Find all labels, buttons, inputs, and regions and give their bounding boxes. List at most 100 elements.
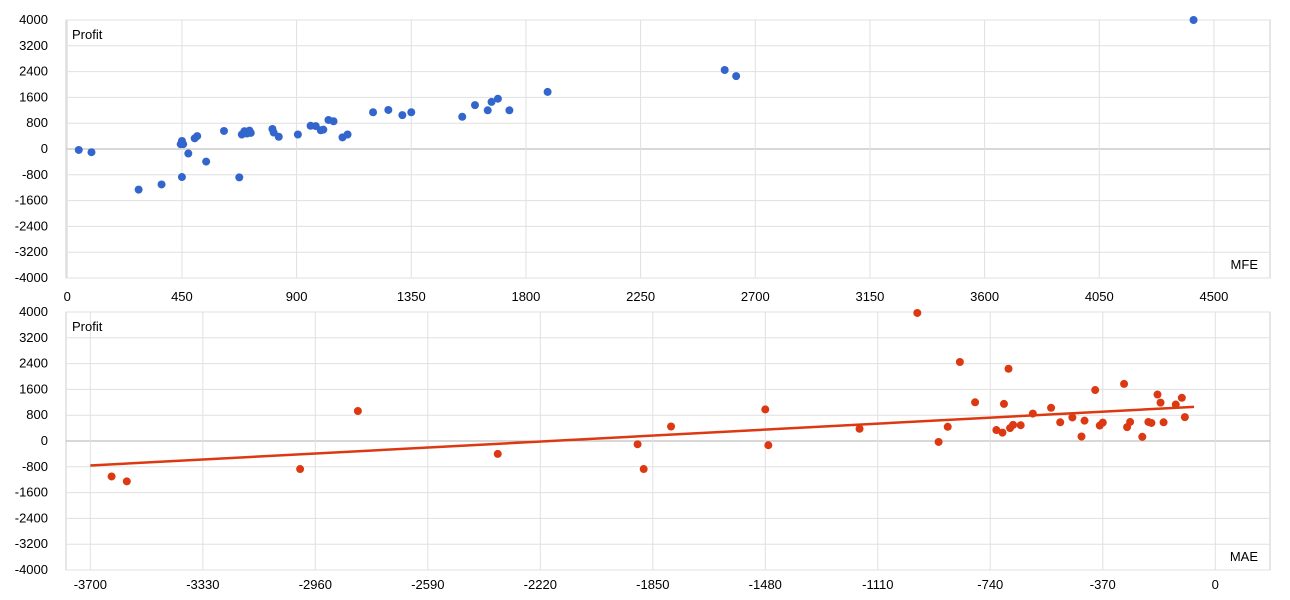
mae-data-point[interactable] — [296, 465, 305, 474]
mfe-scatter-chart: 4000 3200 2400 1600 800 0 -800 -1600 -2400 -3200 -… — [15, 12, 1271, 304]
mae-data-point[interactable] — [761, 405, 770, 414]
mfe-data-point[interactable] — [319, 125, 328, 134]
mfe-x-tick-label: 4500 — [1199, 289, 1228, 304]
mfe-data-point[interactable] — [487, 97, 496, 106]
mae-data-point[interactable] — [1177, 393, 1186, 402]
mae-data-point[interactable] — [1028, 409, 1037, 418]
mae-y-tick-label: 800 — [26, 407, 48, 422]
mae-data-point[interactable] — [353, 407, 362, 416]
mae-y-tick-label: 3200 — [19, 330, 48, 345]
mae-data-point[interactable] — [1047, 403, 1056, 412]
mfe-y-tick-label: 3200 — [19, 38, 48, 53]
mfe-data-point[interactable] — [246, 128, 255, 137]
mae-x-tick-label: -370 — [1090, 577, 1116, 592]
mae-data-point[interactable] — [1077, 432, 1086, 441]
mfe-x-tick-label: 3600 — [970, 289, 999, 304]
mae-data-point[interactable] — [1126, 417, 1135, 426]
mfe-x-tick-label: 2700 — [741, 289, 770, 304]
mae-x-tick-label: -740 — [977, 577, 1003, 592]
mfe-data-point[interactable] — [179, 140, 188, 149]
mfe-data-point[interactable] — [720, 65, 729, 74]
mae-data-point[interactable] — [633, 440, 642, 449]
mfe-data-point[interactable] — [177, 173, 186, 182]
mfe-data-point[interactable] — [219, 126, 228, 135]
mae-data-point[interactable] — [1156, 398, 1165, 407]
mfe-data-point[interactable] — [384, 105, 393, 114]
mfe-x-axis-title: MFE — [1231, 257, 1259, 272]
mfe-y-tick-label: 4000 — [19, 12, 48, 27]
mae-x-tick-label: -1850 — [636, 577, 669, 592]
mfe-y-tick-label: 2400 — [19, 64, 48, 79]
mae-data-point[interactable] — [1016, 421, 1025, 430]
mfe-data-point[interactable] — [407, 108, 416, 117]
mae-data-point[interactable] — [1056, 418, 1065, 427]
mae-data-point[interactable] — [122, 477, 131, 486]
mae-data-point[interactable] — [943, 422, 952, 431]
mfe-data-point[interactable] — [74, 145, 83, 154]
mfe-x-tick-label: 1800 — [511, 289, 540, 304]
mfe-data-point[interactable] — [184, 149, 193, 158]
mfe-data-point[interactable] — [235, 173, 244, 182]
mfe-data-point[interactable] — [343, 130, 352, 139]
mae-data-point[interactable] — [1091, 386, 1100, 395]
mfe-data-point[interactable] — [157, 180, 166, 189]
mae-data-point[interactable] — [1171, 400, 1180, 409]
mae-data-point[interactable] — [1004, 364, 1013, 373]
mae-data-point[interactable] — [639, 465, 648, 474]
mae-y-tick-label: -4000 — [15, 562, 48, 577]
mfe-data-point[interactable] — [483, 106, 492, 115]
mae-y-tick-label: -1600 — [15, 485, 48, 500]
mae-data-point[interactable] — [1159, 418, 1168, 427]
mfe-data-point[interactable] — [87, 148, 96, 157]
mfe-data-point[interactable] — [493, 94, 502, 103]
mae-y-tick-label: 0 — [41, 433, 48, 448]
mfe-data-point[interactable] — [398, 111, 407, 120]
mae-data-point[interactable] — [1180, 413, 1189, 422]
mae-data-point[interactable] — [1147, 418, 1156, 427]
mfe-data-point[interactable] — [274, 132, 283, 141]
mfe-data-point[interactable] — [470, 101, 479, 110]
mae-data-point[interactable] — [493, 449, 502, 458]
mae-data-point[interactable] — [913, 308, 922, 317]
mae-data-point[interactable] — [1153, 390, 1162, 399]
mfe-data-point[interactable] — [1189, 16, 1198, 24]
mfe-y-tick-label: -4000 — [15, 270, 48, 285]
mae-x-tick-label: -1480 — [749, 577, 782, 592]
mae-data-point[interactable] — [934, 437, 943, 446]
mae-data-point[interactable] — [971, 398, 980, 407]
mae-data-point[interactable] — [855, 424, 864, 433]
mfe-data-point[interactable] — [543, 87, 552, 96]
mae-y-tick-label: -3200 — [15, 536, 48, 551]
mae-data-point[interactable] — [992, 426, 1001, 435]
mfe-data-point[interactable] — [329, 117, 338, 126]
mae-x-tick-label: -1110 — [862, 577, 893, 592]
mae-data-point[interactable] — [955, 357, 964, 366]
mae-data-point[interactable] — [1120, 379, 1129, 388]
mae-data-point[interactable] — [1009, 420, 1018, 429]
mfe-data-point[interactable] — [134, 185, 143, 194]
mae-data-point[interactable] — [1138, 432, 1147, 441]
mae-data-point[interactable] — [998, 428, 1007, 437]
mfe-data-point[interactable] — [369, 108, 378, 117]
mfe-y-tick-label: -800 — [22, 167, 48, 182]
mae-data-point[interactable] — [1068, 413, 1077, 422]
mfe-data-point[interactable] — [193, 132, 202, 141]
mfe-data-point[interactable] — [458, 112, 467, 121]
mae-data-point[interactable] — [764, 441, 773, 450]
mfe-data-point[interactable] — [202, 157, 211, 166]
mae-data-point[interactable] — [999, 399, 1008, 408]
mae-y-tick-label: 1600 — [19, 381, 48, 396]
mae-data-point[interactable] — [1080, 416, 1089, 425]
mfe-data-point[interactable] — [732, 72, 741, 81]
mae-data-point[interactable] — [667, 422, 676, 431]
mfe-data-point[interactable] — [505, 106, 514, 115]
mfe-y-axis-title: Profit — [72, 27, 103, 42]
mae-y-tick-label: 2400 — [19, 356, 48, 371]
mfe-y-tick-label: -3200 — [15, 244, 48, 259]
mae-data-point[interactable] — [107, 472, 116, 481]
mae-data-point[interactable] — [1098, 418, 1107, 427]
mfe-x-tick-label: 2250 — [626, 289, 655, 304]
mfe-data-point[interactable] — [293, 130, 302, 139]
mae-y-tick-label: -2400 — [15, 510, 48, 525]
